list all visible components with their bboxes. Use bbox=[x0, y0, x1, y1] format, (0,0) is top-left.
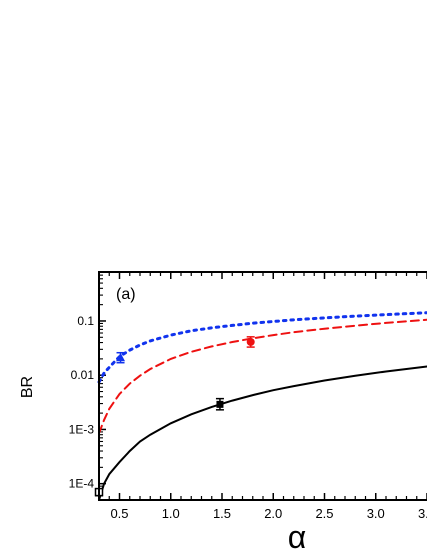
axis-ticks bbox=[98, 271, 427, 501]
data-points bbox=[94, 336, 255, 497]
x-tick-label: 1.0 bbox=[162, 506, 180, 521]
y-tick-label: 0.1 bbox=[77, 314, 94, 328]
data-point bbox=[246, 337, 255, 346]
x-tick-label: 1.5 bbox=[213, 506, 231, 521]
plot-frame bbox=[98, 271, 427, 501]
x-tick-label: 3.5 bbox=[418, 506, 427, 521]
x-axis-label: α bbox=[288, 519, 307, 553]
series-line-solid bbox=[98, 365, 427, 501]
y-tick-label: 0.01 bbox=[71, 368, 95, 382]
x-tick-label: 0.5 bbox=[110, 506, 128, 521]
y-tick-label: 1E-3 bbox=[69, 422, 95, 436]
data-point bbox=[116, 352, 126, 362]
x-tick-label: 3.0 bbox=[367, 506, 385, 521]
y-tick-labels: 1E-4 1E-3 0.01 0.1 bbox=[69, 314, 95, 491]
series-line-dashed bbox=[98, 318, 427, 435]
data-point bbox=[216, 400, 224, 408]
series-curves bbox=[97, 311, 427, 501]
panel-label: (a) bbox=[116, 286, 136, 303]
x-tick-labels: 0.5 1.0 1.5 2.0 2.5 3.0 3.5 bbox=[110, 506, 427, 521]
x-tick-label: 2.5 bbox=[315, 506, 333, 521]
y-tick-label: 1E-4 bbox=[69, 477, 95, 491]
y-axis-label: BR bbox=[19, 376, 36, 398]
x-tick-label: 2.0 bbox=[264, 506, 282, 521]
